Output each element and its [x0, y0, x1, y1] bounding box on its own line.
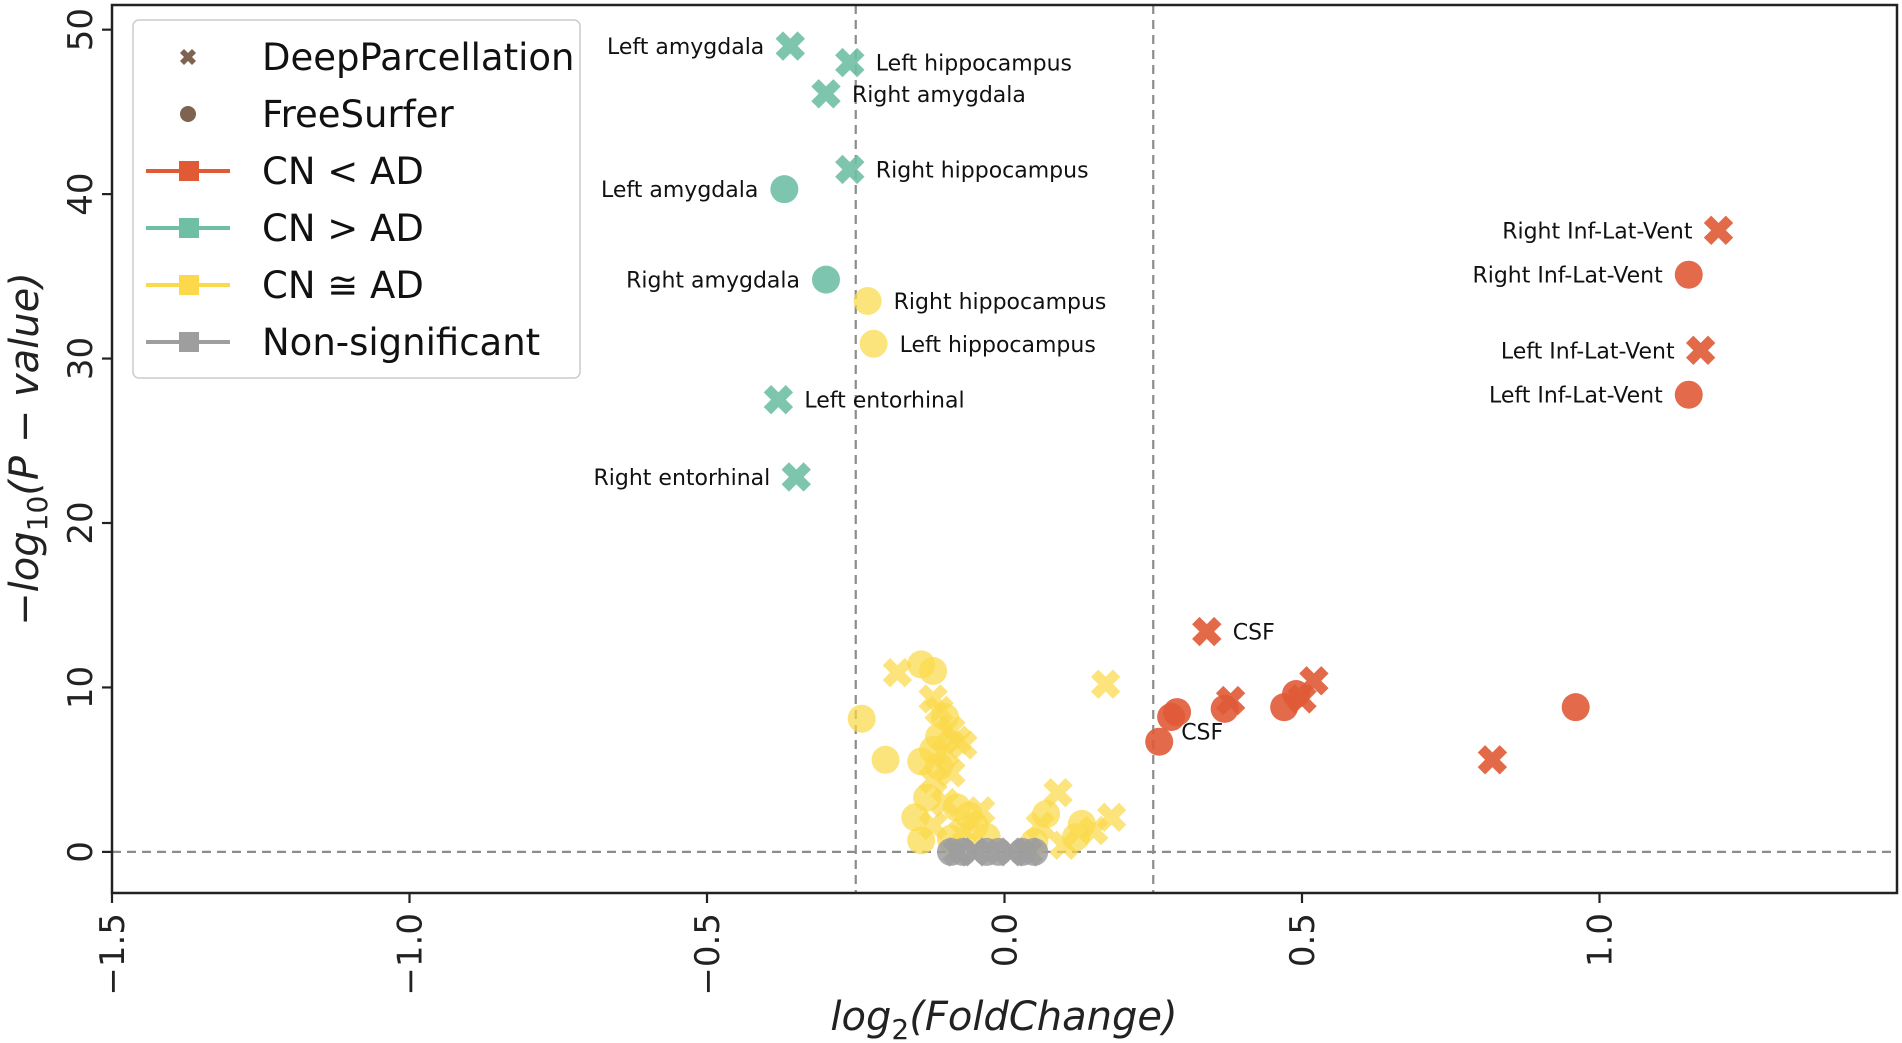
point-label: Left hippocampus	[876, 52, 1072, 77]
data-point-deepparcellation	[942, 837, 972, 867]
data-point-freesurfer	[812, 265, 840, 294]
legend-entry-non-significant: Non-significant	[146, 321, 540, 364]
point-label: CSF	[1181, 721, 1223, 746]
point-label: Left Inf-Lat-Vent	[1501, 339, 1675, 364]
data-point-deepparcellation	[1299, 666, 1329, 696]
y-tick-label: 10	[61, 666, 101, 709]
legend: DeepParcellation FreeSurfer CN < AD CN > AD…	[132, 19, 581, 379]
point-label: Right Inf-Lat-Vent	[1502, 219, 1693, 244]
y-tick-label: 40	[61, 172, 101, 215]
point-label: Right Inf-Lat-Vent	[1472, 264, 1663, 289]
data-point-freesurfer	[1674, 380, 1703, 409]
point-label: Right amygdala	[626, 269, 800, 294]
legend-label: Non-significant	[262, 321, 540, 364]
data-point-deepparcellation	[1049, 830, 1079, 861]
x-tick-label: −1.5	[93, 913, 133, 996]
point-label: Right hippocampus	[876, 158, 1089, 183]
legend-square-marker	[179, 218, 199, 238]
x-tick-label: −1.0	[391, 913, 431, 996]
data-points	[763, 31, 1734, 867]
legend-square-marker	[179, 332, 199, 352]
y-axis-title: −log10(P − value)	[2, 272, 54, 626]
data-point-freesurfer	[907, 826, 936, 855]
series-cn-gt-ad	[763, 31, 865, 492]
legend-x-marker	[179, 48, 197, 66]
x-axis-title: log2(FoldChange)	[830, 994, 1177, 1043]
legend-square-marker	[179, 161, 199, 181]
data-point-freesurfer	[853, 287, 882, 315]
data-point-deepparcellation	[882, 657, 913, 688]
point-label: Left amygdala	[601, 178, 758, 203]
legend-square-marker	[179, 275, 199, 295]
data-point-deepparcellation	[1685, 335, 1716, 366]
legend-label: DeepParcellation	[262, 36, 574, 79]
data-point-deepparcellation	[1090, 669, 1121, 699]
x-tick-label: 0.5	[1283, 913, 1323, 967]
data-point-deepparcellation	[1096, 802, 1127, 833]
data-point-deepparcellation	[775, 31, 805, 61]
data-point-deepparcellation	[835, 47, 865, 78]
data-point-deepparcellation	[781, 462, 811, 492]
legend-entry-freesurfer: FreeSurfer	[180, 93, 454, 136]
x-tick-label: 0.0	[986, 913, 1026, 967]
data-point-deepparcellation	[1703, 215, 1734, 245]
data-point-freesurfer	[1163, 698, 1192, 727]
legend-entry-cn-ad: CN > AD	[146, 207, 424, 250]
data-point-deepparcellation	[1215, 685, 1246, 716]
series-non-significant	[936, 837, 1049, 867]
data-point-deepparcellation	[835, 154, 865, 185]
data-point-freesurfer	[1561, 693, 1590, 722]
point-label: CSF	[1233, 621, 1275, 646]
data-point-freesurfer	[1145, 727, 1174, 756]
y-tick-label: 20	[61, 501, 101, 544]
data-point-deepparcellation	[948, 730, 978, 760]
legend-circle-marker	[180, 106, 196, 122]
data-point-freesurfer	[919, 657, 948, 685]
data-point-deepparcellation	[811, 79, 841, 109]
y-axis: 0 10 20 30 40 50	[61, 8, 112, 863]
legend-label: FreeSurfer	[262, 93, 454, 136]
data-point-freesurfer	[901, 803, 930, 832]
point-label: Right entorhinal	[594, 466, 771, 491]
data-point-deepparcellation	[1043, 777, 1073, 808]
data-point-freesurfer	[1674, 260, 1703, 289]
point-label: Right amygdala	[852, 83, 1026, 108]
point-label: Left Inf-Lat-Vent	[1489, 384, 1663, 409]
point-label: Left hippocampus	[900, 333, 1096, 358]
y-tick-label: 30	[61, 337, 101, 380]
y-tick-label: 0	[61, 841, 101, 863]
point-labels: Right hippocampus Left hippocampus Right I…	[594, 35, 1693, 746]
point-label: Right hippocampus	[894, 290, 1107, 315]
data-point-deepparcellation	[1477, 745, 1508, 775]
legend-entry-cn-ad: CN < AD	[146, 150, 424, 193]
x-tick-label: −0.5	[688, 913, 728, 996]
data-point-deepparcellation	[1192, 616, 1222, 647]
point-label: Left amygdala	[607, 35, 764, 60]
data-point-freesurfer	[770, 175, 799, 204]
data-point-freesurfer	[847, 704, 876, 733]
data-point-deepparcellation	[1013, 837, 1043, 867]
series-cn-lt-ad	[1145, 215, 1734, 775]
y-tick-label: 50	[61, 8, 101, 51]
legend-entry-deepparcellation: DeepParcellation	[179, 36, 574, 79]
point-label: Left entorhinal	[804, 389, 964, 414]
legend-label: CN > AD	[262, 207, 424, 250]
data-point-freesurfer	[859, 329, 888, 358]
x-tick-label: 1.0	[1581, 913, 1621, 967]
legend-label: CN ≅ AD	[262, 264, 424, 307]
legend-entry-cn-ad-approx: CN ≅ AD	[146, 264, 424, 307]
data-point-deepparcellation	[936, 758, 966, 788]
legend-label: CN < AD	[262, 150, 424, 193]
data-point-deepparcellation	[763, 384, 794, 415]
data-point-freesurfer	[871, 745, 900, 774]
x-axis: −1.5 −1.0 −0.5 0.0 0.5 1.0	[93, 893, 1621, 996]
series-cn-approx-ad	[847, 287, 1127, 861]
legend-box	[132, 19, 581, 379]
